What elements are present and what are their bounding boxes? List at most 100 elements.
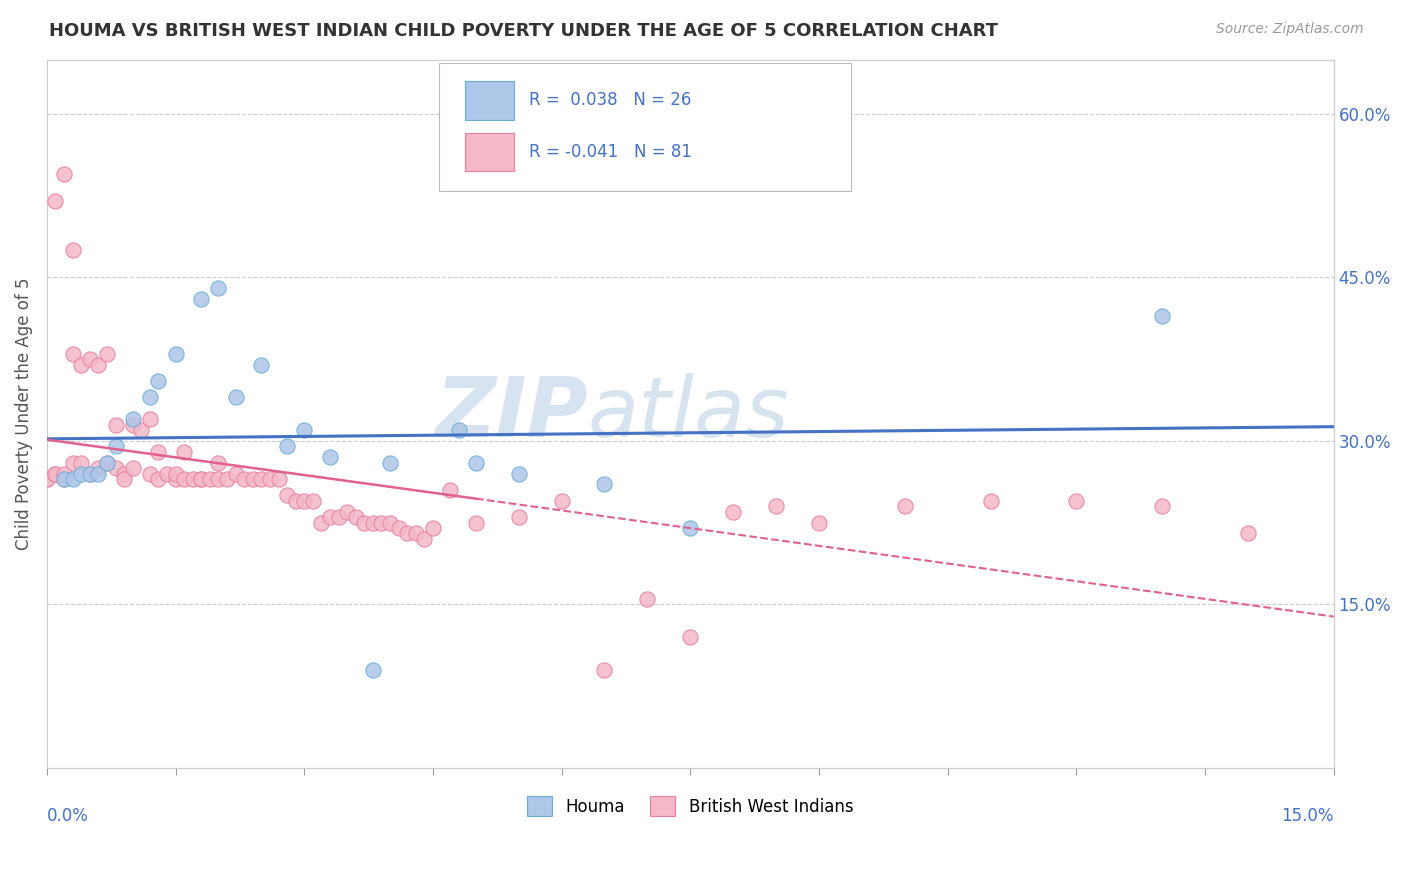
Point: [62, 347, 84, 361]
Point: [79, 467, 101, 481]
Point: [336, 505, 359, 519]
Point: [165, 472, 187, 486]
Point: [233, 472, 256, 486]
Point: [301, 493, 323, 508]
Point: [370, 516, 392, 530]
Point: [139, 467, 162, 481]
Point: [190, 472, 212, 486]
Point: [550, 493, 572, 508]
Point: [44, 467, 66, 481]
Point: [44, 194, 66, 209]
Point: [1152, 309, 1174, 323]
Text: Source: ZipAtlas.com: Source: ZipAtlas.com: [1216, 22, 1364, 37]
Point: [259, 472, 281, 486]
Bar: [465, 133, 515, 171]
Text: R =  0.038   N = 26: R = 0.038 N = 26: [530, 91, 692, 109]
Point: [129, 423, 152, 437]
Point: [439, 483, 461, 497]
Point: [35, 472, 58, 486]
Point: [70, 456, 93, 470]
Point: [181, 472, 204, 486]
Point: [96, 456, 118, 470]
Point: [139, 412, 162, 426]
Text: atlas: atlas: [588, 373, 789, 454]
Point: [353, 516, 375, 530]
Point: [87, 467, 110, 481]
Point: [765, 500, 787, 514]
Point: [121, 412, 143, 426]
Point: [328, 510, 350, 524]
Point: [893, 500, 915, 514]
Point: [207, 281, 229, 295]
Point: [79, 467, 101, 481]
Point: [464, 516, 486, 530]
Point: [139, 390, 162, 404]
Point: [165, 467, 187, 481]
Point: [250, 472, 273, 486]
Text: 0.0%: 0.0%: [46, 806, 89, 824]
Point: [396, 526, 419, 541]
Point: [112, 467, 135, 481]
Bar: [465, 81, 515, 120]
Point: [190, 292, 212, 306]
Text: HOUMA VS BRITISH WEST INDIAN CHILD POVERTY UNDER THE AGE OF 5 CORRELATION CHART: HOUMA VS BRITISH WEST INDIAN CHILD POVER…: [49, 22, 998, 40]
Point: [104, 417, 127, 432]
Point: [62, 472, 84, 486]
Point: [53, 167, 76, 181]
Point: [679, 630, 702, 644]
Point: [70, 467, 93, 481]
Point: [121, 461, 143, 475]
Point: [361, 516, 384, 530]
Point: [87, 461, 110, 475]
Point: [361, 663, 384, 677]
Point: [225, 390, 247, 404]
Point: [292, 493, 315, 508]
Point: [311, 516, 333, 530]
Point: [53, 472, 76, 486]
Point: [344, 510, 367, 524]
Point: [276, 488, 298, 502]
Point: [405, 526, 427, 541]
Point: [593, 477, 616, 491]
Point: [267, 472, 290, 486]
Y-axis label: Child Poverty Under the Age of 5: Child Poverty Under the Age of 5: [15, 277, 32, 549]
Point: [636, 591, 658, 606]
Point: [1152, 500, 1174, 514]
Point: [62, 456, 84, 470]
Point: [508, 510, 530, 524]
Point: [62, 244, 84, 258]
Point: [121, 417, 143, 432]
Point: [215, 472, 238, 486]
Text: R = -0.041   N = 81: R = -0.041 N = 81: [530, 143, 692, 161]
Point: [378, 456, 401, 470]
Point: [422, 521, 444, 535]
Point: [156, 467, 179, 481]
Legend: Houma, British West Indians: Houma, British West Indians: [520, 789, 860, 823]
Point: [979, 493, 1001, 508]
Point: [593, 663, 616, 677]
Point: [53, 472, 76, 486]
Point: [807, 516, 830, 530]
Point: [198, 472, 221, 486]
Point: [319, 510, 342, 524]
Point: [284, 493, 307, 508]
Text: 15.0%: 15.0%: [1281, 806, 1334, 824]
Point: [250, 358, 273, 372]
Point: [508, 467, 530, 481]
Point: [1064, 493, 1087, 508]
Point: [464, 456, 486, 470]
Point: [70, 358, 93, 372]
Point: [148, 472, 170, 486]
Point: [242, 472, 264, 486]
Point: [225, 467, 247, 481]
Point: [53, 467, 76, 481]
Point: [44, 467, 66, 481]
Point: [112, 472, 135, 486]
Point: [148, 444, 170, 458]
Point: [148, 374, 170, 388]
Point: [378, 516, 401, 530]
Point: [173, 444, 195, 458]
Point: [276, 439, 298, 453]
Point: [319, 450, 342, 465]
Point: [104, 461, 127, 475]
